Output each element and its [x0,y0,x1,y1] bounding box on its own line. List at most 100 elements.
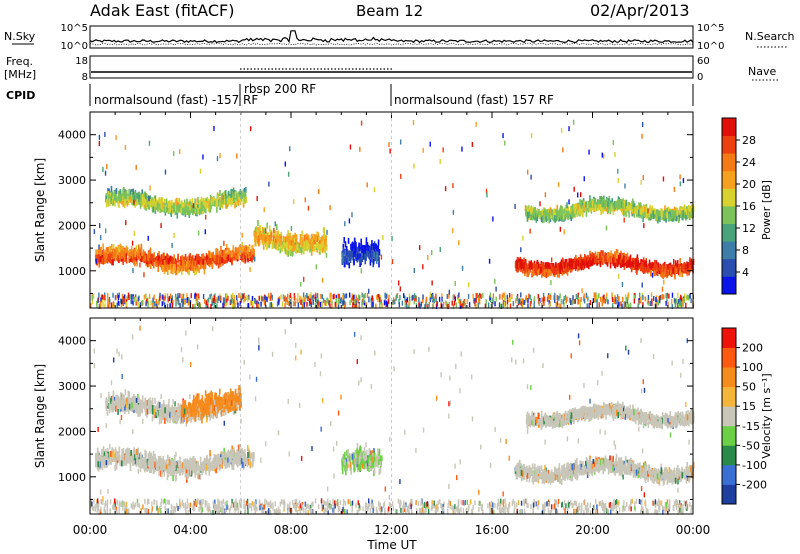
data-cell [609,208,612,215]
data-cell [549,207,552,214]
noise-cell [152,297,154,303]
noise-cell [340,297,342,303]
data-cell [183,202,185,209]
noise-cell [595,294,598,300]
sparse-cell [98,140,101,146]
sparse-cell [98,244,100,250]
noise-cell [177,293,179,299]
data-cell [535,269,538,276]
noise-cell [578,297,580,303]
noise-cell [338,300,340,306]
data-cell [628,205,631,212]
noise-cell [644,296,646,302]
noise-cell [241,295,243,301]
data-cell [213,200,216,207]
noise-cell [344,293,346,299]
data-cell [176,212,179,219]
data-cell [313,234,316,241]
data-cell [531,269,534,276]
data-cell [581,259,584,266]
data-cell [676,262,679,269]
data-cell [191,261,194,268]
noise-cell [541,297,543,303]
noise-cell [171,295,173,301]
noise-cell [520,292,522,298]
data-cell [669,211,672,218]
noise-cell [117,295,120,301]
sparse-cell [147,235,149,241]
data-cell [266,222,268,229]
data-cell [621,260,624,267]
noise-cell [142,299,144,305]
data-cell [614,251,616,258]
noise-cell [130,299,132,305]
data-cell [163,206,166,213]
data-cell [621,208,624,215]
noise-cell [354,299,357,305]
noise-cell [210,303,212,309]
data-cell [246,247,249,254]
sparse-cell [495,286,497,292]
noise-cell [286,293,289,299]
data-cell [113,191,116,198]
noise-cell [288,301,291,307]
noise-cell [211,298,214,304]
noise-cell [122,300,124,306]
data-cell [108,256,111,263]
data-cell [159,203,161,210]
noise-cell [276,301,279,307]
data-cell [287,250,289,257]
data-cell [370,243,373,250]
noise-cell [207,303,209,309]
data-cell [547,269,550,276]
sparse-cell [431,280,433,286]
data-cell [218,197,221,204]
data-cell [291,250,294,257]
data-cell [242,245,244,252]
noise-cell [319,301,322,307]
data-cell [688,205,691,212]
data-cell [365,254,367,261]
noise-cell [490,297,492,303]
noise-cell [153,301,156,307]
data-cell [159,199,162,206]
data-cell [690,258,693,265]
noise-cell [627,303,630,309]
noise-cell [284,296,286,302]
data-cell [350,243,352,250]
data-cell [273,230,276,237]
data-cell [580,202,582,209]
data-cell [281,241,284,248]
data-cell [586,205,588,212]
data-cell [645,205,647,212]
noise-cell [312,299,314,305]
data-cell [686,263,689,270]
noise-cell [659,295,661,301]
noise-cell [318,300,321,306]
noise-cell [445,300,447,306]
data-cell [95,249,97,256]
data-cell [226,257,228,264]
sparse-cell [568,126,570,132]
noise-cell [286,300,289,306]
noise-cell [650,292,653,298]
noise-cell [533,303,535,309]
noise-cell [478,299,481,305]
noise-cell [646,297,649,303]
data-cell [115,187,118,194]
noise-cell [433,298,436,304]
data-cell [645,212,648,219]
noise-cell [577,295,579,301]
data-cell [239,244,242,251]
noise-cell [404,301,407,307]
noise-cell [271,294,273,300]
noise-cell [543,300,545,306]
data-cell [556,267,558,274]
data-cell [235,254,237,261]
data-cell [138,194,141,201]
data-cell [616,261,619,268]
noise-cell [588,303,590,309]
data-cell [518,258,520,265]
data-cell [220,252,222,259]
data-cell [318,240,321,247]
